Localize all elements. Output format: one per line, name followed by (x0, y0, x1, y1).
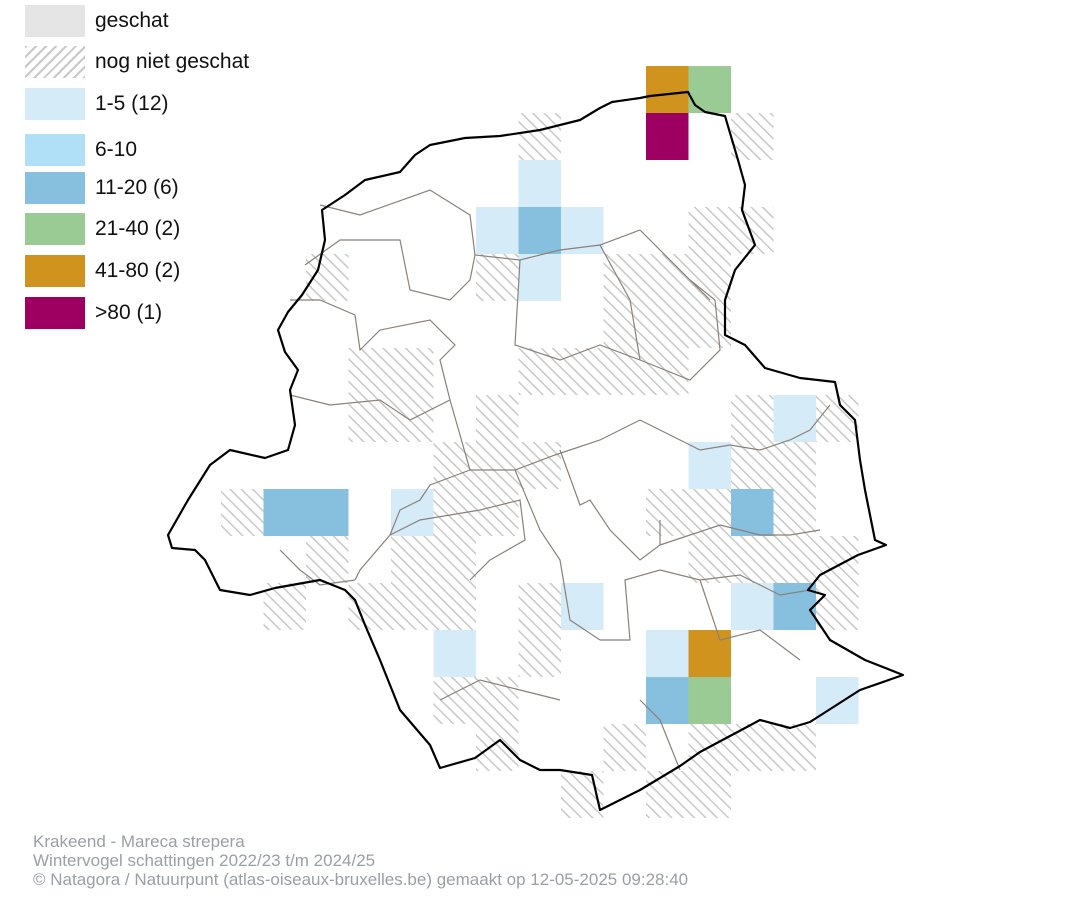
legend-label: 21-40 (2) (95, 217, 181, 240)
count-cell (646, 66, 689, 113)
region-outline (166, 90, 905, 812)
hatched-cell (518, 630, 561, 677)
hatched-cell (773, 489, 816, 536)
legend-label: 1-5 (12) (95, 92, 169, 115)
count-cell (646, 113, 689, 160)
legend-label: 6-10 (95, 138, 138, 161)
legend-item: geschat (25, 5, 325, 37)
count-cell (816, 677, 859, 724)
legend-swatch (25, 172, 85, 204)
legend-item: 1-5 (12) (25, 88, 325, 120)
hatched-cell (391, 583, 434, 630)
hatched-cell (433, 583, 476, 630)
hatched-cell (518, 348, 561, 395)
count-cell (518, 207, 561, 254)
legend-item: nog niet geschat (25, 46, 325, 78)
count-cell (306, 489, 349, 536)
hatched-cell (773, 724, 816, 771)
hatched-cell (476, 395, 519, 442)
hatched-cell (263, 583, 306, 630)
legend-swatch (25, 134, 85, 166)
hatched-cell (603, 724, 646, 771)
legend-item: >80 (1) (25, 297, 325, 329)
hatched-cell (433, 442, 476, 489)
legend-label: geschat (95, 9, 169, 32)
legend-swatch (25, 46, 85, 78)
hatched-cell (306, 536, 349, 583)
legend-item: 11-20 (6) (25, 172, 325, 204)
hatched-cell (731, 442, 774, 489)
distribution-map (166, 66, 905, 818)
hatched-cell (476, 442, 519, 489)
hatched-cell (816, 536, 859, 583)
hatched-cell (433, 489, 476, 536)
count-cell (731, 489, 774, 536)
hatched-cell (688, 771, 731, 818)
hatched-cell (476, 489, 519, 536)
legend-label: 11-20 (6) (95, 176, 179, 199)
legend-item: 41-80 (2) (25, 255, 325, 287)
count-cell (561, 207, 604, 254)
hatched-cell (646, 489, 689, 536)
hatched-cell (433, 677, 476, 724)
legend-swatch (25, 88, 85, 120)
hatched-cell (773, 442, 816, 489)
hatched-cell (773, 536, 816, 583)
legend-item: 6-10 (25, 134, 325, 166)
count-cell (688, 630, 731, 677)
count-cell (263, 489, 306, 536)
hatched-cell (518, 113, 561, 160)
caption-dataset: Wintervogel schattingen 2022/23 t/m 2024… (33, 851, 376, 870)
caption-copyright: © Natagora / Natuurpunt (atlas-oiseaux-b… (33, 870, 689, 889)
hatched-cell (731, 113, 774, 160)
count-cell (688, 677, 731, 724)
hatched-cell (348, 583, 391, 630)
legend-label: nog niet geschat (95, 50, 250, 73)
hatched-cell (646, 771, 689, 818)
hatched-cell (603, 301, 646, 348)
legend-item: 21-40 (2) (25, 213, 325, 245)
count-cell (476, 207, 519, 254)
hatched-cell (816, 395, 859, 442)
hatched-cell (518, 442, 561, 489)
count-cell (731, 583, 774, 630)
hatched-cell (391, 536, 434, 583)
hatched-cell (646, 254, 689, 301)
count-cell (646, 630, 689, 677)
hatched-cell (688, 207, 731, 254)
hatched-cell (688, 254, 731, 301)
legend-swatch (25, 213, 85, 245)
count-cell (433, 630, 476, 677)
hatched-cell (688, 536, 731, 583)
legend-label: 41-80 (2) (95, 259, 181, 282)
municipality-borders (279, 189, 831, 771)
hatched-cell (646, 301, 689, 348)
legend-swatch (25, 255, 85, 287)
count-cell (391, 489, 434, 536)
hatched-cell (816, 583, 859, 630)
hatched-cell (348, 348, 391, 395)
hatched-cell (391, 348, 434, 395)
estimated-cells (263, 66, 859, 724)
hatched-cell (476, 254, 519, 301)
hatched-cell (561, 348, 604, 395)
hatched-cell (731, 395, 774, 442)
hatched-cell (731, 536, 774, 583)
count-cell (518, 160, 561, 207)
map-caption: Krakeend - Mareca strepera Wintervogel s… (33, 832, 688, 889)
legend-swatch (25, 5, 85, 37)
hatched-cell (518, 583, 561, 630)
count-cell (646, 677, 689, 724)
legend-label: >80 (1) (95, 301, 163, 324)
legend-swatch (25, 297, 85, 329)
count-cell (773, 395, 816, 442)
hatched-cell (476, 724, 519, 771)
count-cell (688, 442, 731, 489)
hatched-cell (433, 536, 476, 583)
hatched-cell (603, 254, 646, 301)
count-cell (518, 254, 561, 301)
hatched-cell (731, 207, 774, 254)
caption-species: Krakeend - Mareca strepera (33, 832, 245, 851)
hatched-cell (221, 489, 264, 536)
